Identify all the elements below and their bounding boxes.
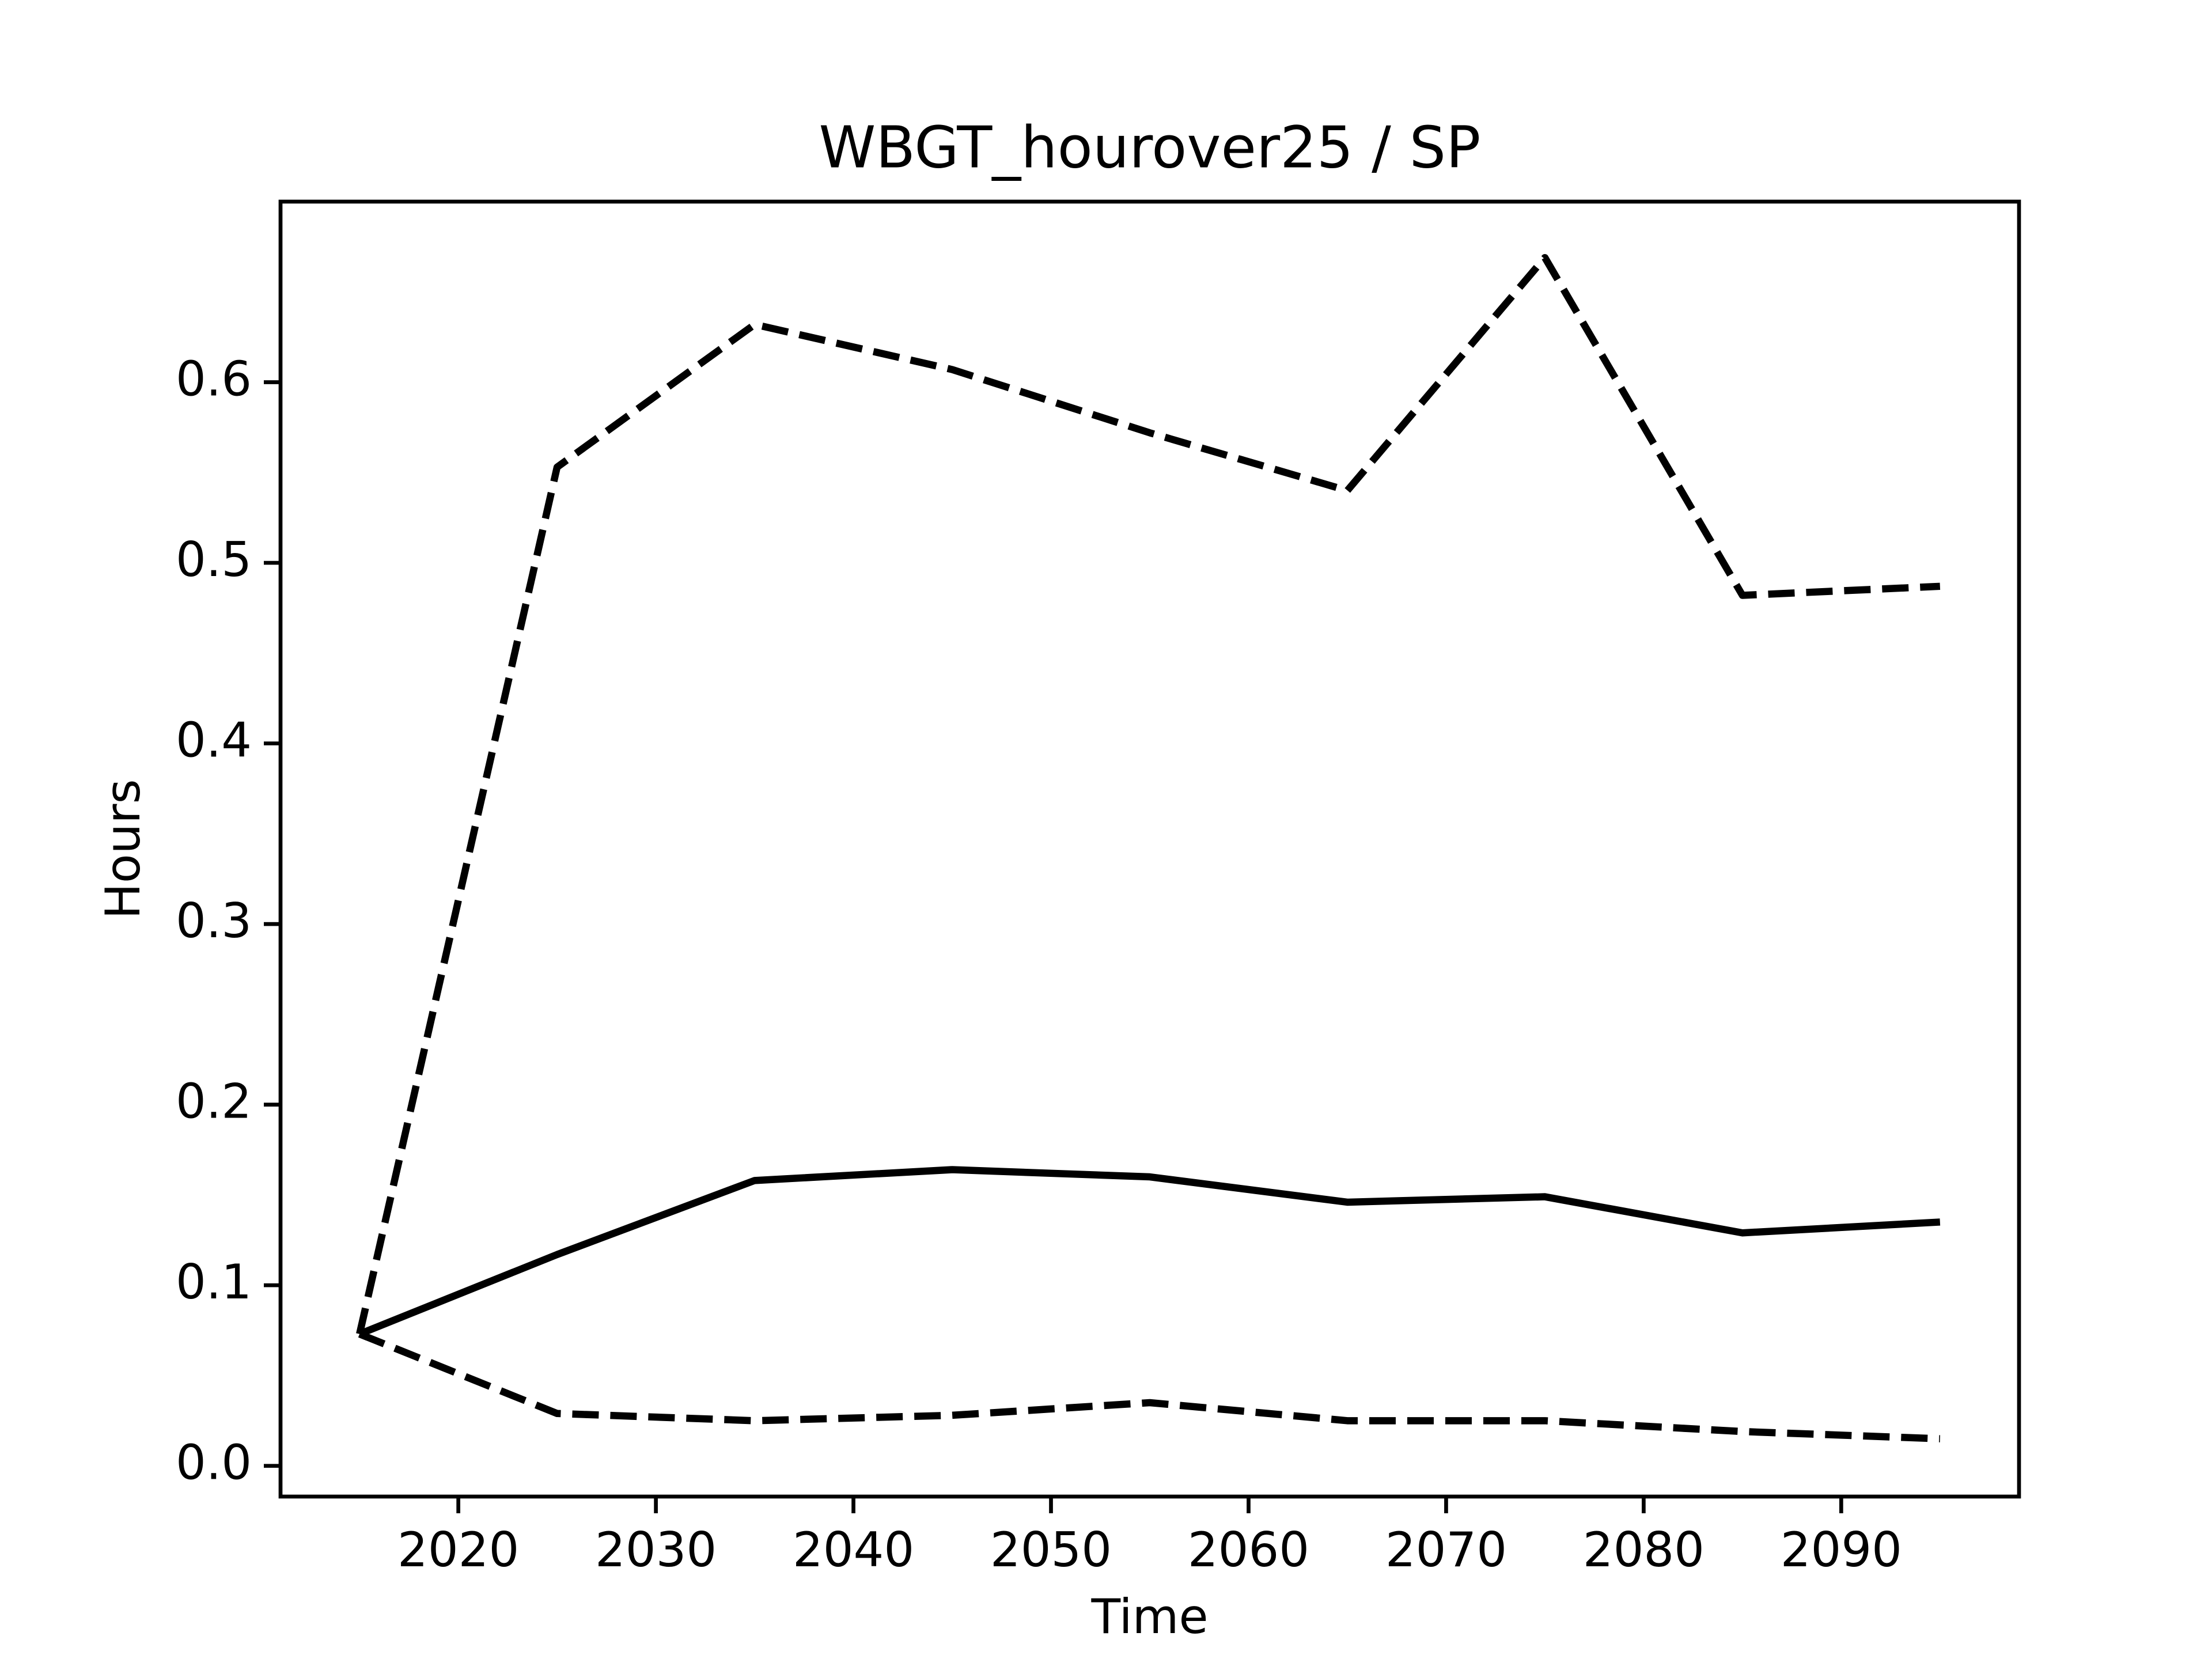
x-tick-label: 2090 — [1781, 1522, 1902, 1578]
y-tick-label: 0.2 — [176, 1074, 252, 1130]
plot-frame — [278, 199, 2021, 1499]
x-tick-label: 2020 — [397, 1522, 519, 1578]
x-tick-label: 2070 — [1385, 1522, 1507, 1578]
x-axis-label: Time — [1090, 1589, 1208, 1645]
y-tick-label: 0.1 — [176, 1254, 252, 1310]
y-tick-label: 0.3 — [176, 893, 252, 949]
y-tick-label: 0.6 — [176, 351, 252, 407]
data-line — [358, 1331, 1941, 1442]
y-tick-label: 0.0 — [176, 1435, 252, 1491]
y-tick-label: 0.5 — [176, 532, 252, 588]
x-tick-label: 2030 — [595, 1522, 717, 1578]
y-tick-label: 0.4 — [176, 713, 252, 768]
x-tick-label: 2040 — [793, 1522, 914, 1578]
x-tick-label: 2050 — [990, 1522, 1112, 1578]
data-line — [358, 1166, 1941, 1338]
x-tick-label: 2060 — [1188, 1522, 1309, 1578]
data-line — [356, 253, 1941, 1335]
x-tick-label: 2080 — [1583, 1522, 1705, 1578]
chart-title: WBGT_hourover25 / SP — [819, 113, 1481, 181]
y-axis-label: Hours — [95, 779, 151, 919]
